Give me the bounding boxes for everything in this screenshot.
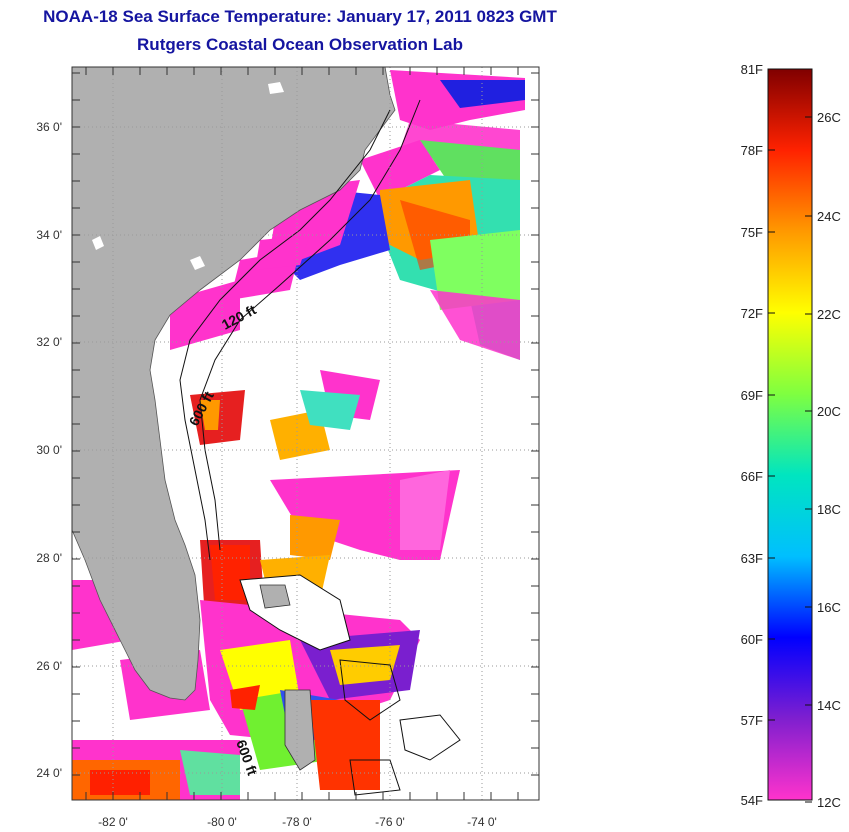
lon-tick-label: -82 0' [98,815,128,829]
map-title: NOAA-18 Sea Surface Temperature: January… [43,7,557,26]
colorbar-f-label: 66F [741,469,763,484]
colorbar-scale [767,68,813,801]
axis-ticks [72,67,539,800]
colorbar-f-label: 69F [741,388,763,403]
colorbar-c-label: 24C [817,209,841,224]
lat-tick-label: 24 0' [36,766,62,780]
colorbar-f-label: 78F [741,143,763,158]
colorbar-c-label: 16C [817,600,841,615]
colorbar-c-label: 18C [817,502,841,517]
lon-tick-label: -74 0' [467,815,497,829]
colorbar-c-label: 20C [817,404,841,419]
lat-tick-label: 26 0' [36,659,62,673]
land-mass [72,67,396,701]
lat-tick-label: 36 0' [36,120,62,134]
lat-tick-label: 28 0' [36,551,62,565]
colorbar-f-label: 75F [741,225,763,240]
colorbar-c-label: 12C [817,795,841,810]
colorbar-c-label: 22C [817,307,841,322]
map-subtitle: Rutgers Coastal Ocean Observation Lab [137,35,463,54]
map-frame [71,66,540,801]
colorbar-f-label: 54F [741,793,763,808]
colorbar-f-label: 72F [741,306,763,321]
colorbar-f-label: 81F [741,62,763,77]
lon-tick-label: -76 0' [375,815,405,829]
lat-tick-label: 34 0' [36,228,62,242]
lon-tick-label: -78 0' [282,815,312,829]
colorbar-f-label: 60F [741,632,763,647]
colorbar-f-label: 63F [741,551,763,566]
colorbar-c-label: 14C [817,698,841,713]
colorbar-f-label: 57F [741,713,763,728]
lat-tick-label: 30 0' [36,443,62,457]
colorbar-c-label: 26C [817,110,841,125]
lon-tick-label: -80 0' [207,815,237,829]
lat-tick-label: 32 0' [36,335,62,349]
